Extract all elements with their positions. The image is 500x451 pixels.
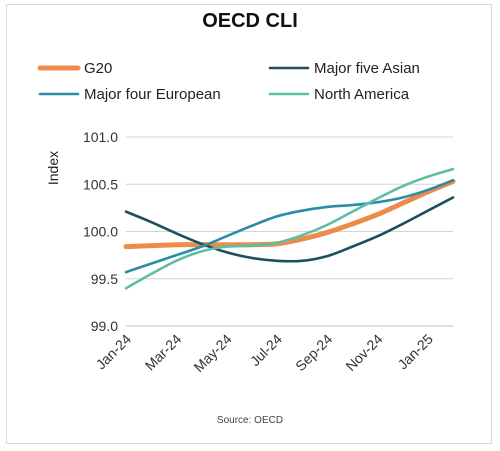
y-tick-label: 100.5 bbox=[83, 176, 118, 192]
y-tick-label: 100.0 bbox=[83, 224, 118, 240]
y-tick-label: 99.5 bbox=[91, 271, 118, 287]
x-tick-label: Nov-24 bbox=[342, 331, 385, 374]
series-lines bbox=[123, 167, 456, 290]
y-tick-label: 99.0 bbox=[91, 318, 118, 334]
x-axis: Jan-24 Mar-24 May-24 Jul-24 Sep-24 Nov-24 Jan-… bbox=[93, 325, 453, 375]
source-note: Source: OECD bbox=[216, 415, 284, 426]
legend: G20 Major five Asian Major four European No… bbox=[37, 60, 420, 103]
series-line-north-america bbox=[124, 167, 455, 290]
y-axis-ticks: 99.0 99.5 100.0 100.5 101.0 bbox=[83, 129, 118, 334]
x-tick-label: May-24 bbox=[190, 331, 234, 375]
series-line-g20 bbox=[123, 178, 456, 250]
chart-frame bbox=[6, 4, 492, 444]
y-tick-label: 101.0 bbox=[83, 129, 118, 145]
x-tick-label: Jan-24 bbox=[93, 331, 135, 373]
x-tick-label: Jan-25 bbox=[394, 331, 436, 373]
legend-label: Major four European bbox=[84, 86, 221, 103]
legend-label: North America bbox=[314, 86, 410, 103]
x-tick-label: Sep-24 bbox=[292, 331, 335, 374]
y-axis-label: Index bbox=[45, 151, 61, 185]
series-line-major-four-european bbox=[124, 179, 455, 274]
series-line-major-five-asian bbox=[124, 196, 455, 263]
legend-label: Major five Asian bbox=[314, 60, 420, 77]
x-tick-label: Jul-24 bbox=[247, 331, 285, 369]
legend-label: G20 bbox=[84, 60, 112, 77]
chart-title: OECD CLI bbox=[202, 10, 298, 32]
x-tick-label: Mar-24 bbox=[142, 331, 185, 374]
